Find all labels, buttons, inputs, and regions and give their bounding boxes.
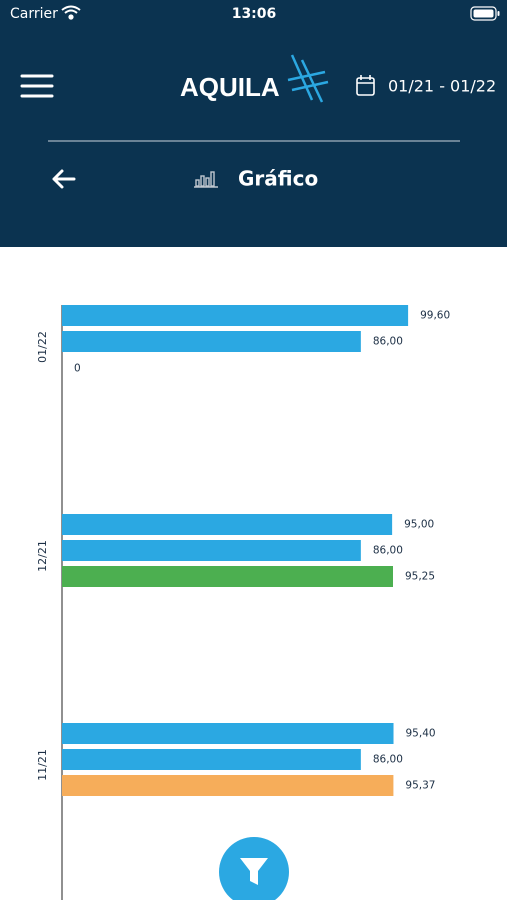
calendar-icon[interactable] (356, 75, 375, 96)
menu-button[interactable] (20, 74, 54, 98)
date-range[interactable]: 01/21 - 01/22 (388, 77, 496, 96)
bar (62, 749, 361, 770)
value-label: 86,00 (373, 545, 403, 557)
back-button[interactable] (52, 169, 76, 189)
chart-icon (194, 171, 218, 188)
value-label: 86,00 (373, 336, 403, 348)
battery-icon (470, 6, 500, 21)
filter-button[interactable] (219, 837, 289, 900)
carrier: Carrier (10, 6, 58, 22)
bar (62, 540, 361, 561)
bar (62, 514, 393, 535)
clock: 13:06 (232, 6, 277, 22)
logo-mark (287, 54, 329, 103)
value-label: 95,37 (405, 780, 435, 792)
brand-logo: AQUILA (180, 72, 280, 102)
bar (62, 566, 393, 587)
value-label: 0 (74, 363, 81, 375)
bar (62, 775, 394, 796)
category-label: 11/21 (36, 749, 49, 781)
value-label: 95,25 (405, 571, 435, 583)
value-label: 86,00 (373, 754, 403, 766)
value-label: 95,40 (406, 728, 436, 740)
value-label: 95,00 (404, 519, 434, 531)
wifi-icon (61, 5, 81, 20)
page-title: Gráfico (238, 167, 318, 191)
category-label: 01/22 (36, 331, 49, 363)
bar (62, 305, 409, 326)
category-label: 12/21 (36, 540, 49, 572)
bar (62, 723, 394, 744)
bar (62, 331, 361, 352)
value-label: 99,60 (420, 310, 450, 322)
bar-chart: 01/22 99,60 86,00 0 12/21 95,00 86,00 95,25 11/2… (36, 305, 450, 796)
header-background (0, 0, 507, 247)
